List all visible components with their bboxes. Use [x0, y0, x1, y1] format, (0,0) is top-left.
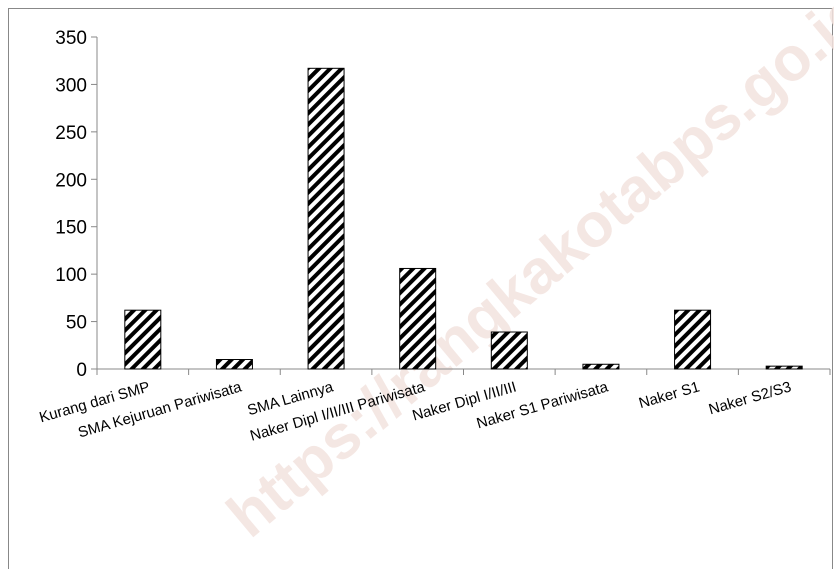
y-tick-label: 300 — [55, 75, 87, 96]
y-tick-label: 350 — [55, 28, 87, 49]
x-category-label: Naker S1 — [637, 379, 702, 413]
y-tick-label: 50 — [66, 313, 87, 334]
y-tick-label: 250 — [55, 123, 87, 144]
chart-border — [8, 8, 833, 569]
watermark-text: https://rangkakotabps.go.id — [215, 0, 834, 551]
x-category-label: SMA Kejuruan Pariwisata — [76, 378, 244, 441]
bar — [399, 267, 437, 370]
bar — [582, 363, 620, 370]
bar — [124, 309, 162, 370]
y-tick-label: 200 — [55, 170, 87, 191]
y-tick-label: 150 — [55, 218, 87, 239]
x-category-label: Naker S2/S3 — [707, 379, 793, 419]
bar — [215, 359, 253, 370]
watermark: https://rangkakotabps.go.id — [215, 0, 834, 551]
y-tick-label: 0 — [76, 360, 87, 381]
bar — [490, 331, 528, 370]
bar — [674, 309, 712, 370]
bars — [124, 67, 803, 370]
bar — [765, 365, 803, 370]
y-tick-label: 100 — [55, 265, 87, 286]
bar — [307, 67, 345, 370]
